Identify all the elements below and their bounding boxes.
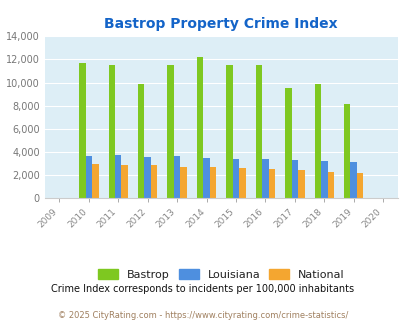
Bar [232,159,239,198]
Bar [226,65,232,198]
Bar [121,164,128,198]
Bar [79,63,85,198]
Bar [85,156,92,198]
Bar [180,167,186,198]
Bar [343,104,350,198]
Text: Crime Index corresponds to incidents per 100,000 inhabitants: Crime Index corresponds to incidents per… [51,284,354,294]
Bar [297,170,304,198]
Bar [173,156,180,198]
Bar [209,167,216,198]
Bar [314,84,320,198]
Title: Bastrop Property Crime Index: Bastrop Property Crime Index [104,17,337,31]
Bar [203,158,209,198]
Bar [268,169,275,198]
Bar [144,157,151,198]
Bar [350,162,356,198]
Bar [327,172,333,198]
Bar [108,65,115,198]
Bar [92,164,98,198]
Legend: Bastrop, Louisiana, National: Bastrop, Louisiana, National [93,265,348,285]
Bar [151,164,157,198]
Bar [196,56,203,198]
Bar [255,65,262,198]
Bar [291,160,297,198]
Bar [167,65,173,198]
Bar [284,88,291,198]
Bar [320,161,327,198]
Bar [356,173,362,198]
Bar [262,159,268,198]
Bar [239,168,245,198]
Text: © 2025 CityRating.com - https://www.cityrating.com/crime-statistics/: © 2025 CityRating.com - https://www.city… [58,312,347,320]
Bar [115,155,121,198]
Bar [138,84,144,198]
